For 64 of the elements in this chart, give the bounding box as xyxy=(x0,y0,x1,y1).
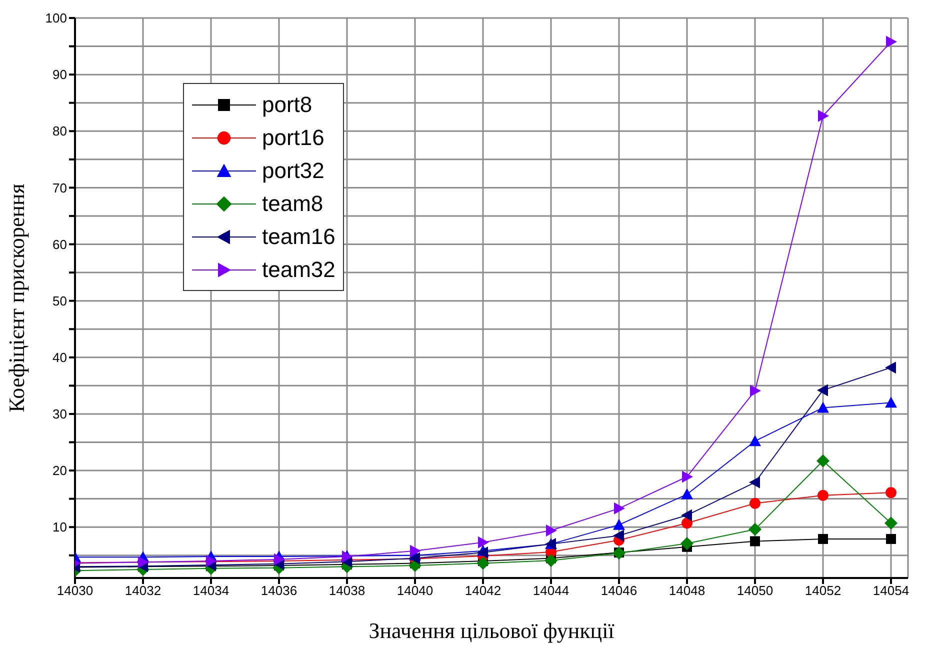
point xyxy=(682,518,692,529)
y-tick-label: 40 xyxy=(52,350,67,366)
point xyxy=(818,490,828,501)
y-tick-label: 70 xyxy=(52,180,67,196)
x-tick-label: 14036 xyxy=(260,583,298,598)
x-tick-label: 14040 xyxy=(396,583,434,598)
x-axis-title: Значення цільової функції xyxy=(368,618,616,643)
point xyxy=(750,536,760,546)
point xyxy=(885,396,897,408)
point xyxy=(886,36,897,48)
point xyxy=(682,470,693,483)
x-tick-label: 14034 xyxy=(192,583,230,598)
point xyxy=(477,546,488,559)
point xyxy=(886,487,896,498)
x-tick-label: 14048 xyxy=(668,583,706,598)
legend-label: team16 xyxy=(262,224,336,250)
point xyxy=(680,536,694,550)
x-tick-label: 14054 xyxy=(872,583,910,598)
point xyxy=(681,509,692,522)
point xyxy=(886,534,896,544)
point xyxy=(613,530,624,542)
x-tick-label: 14032 xyxy=(124,583,162,598)
point xyxy=(816,454,830,468)
legend-label: team32 xyxy=(262,256,336,282)
point xyxy=(818,110,829,122)
point xyxy=(408,559,422,572)
y-tick-label: 90 xyxy=(52,67,67,82)
point xyxy=(546,524,557,536)
point xyxy=(750,384,761,397)
point xyxy=(410,544,421,557)
x-tick-label: 14038 xyxy=(328,583,366,598)
y-tick-label: 10 xyxy=(52,520,67,535)
x-tick-label: 14044 xyxy=(532,583,570,598)
y-axis-title: Коефіцієнт прискорення xyxy=(4,184,29,412)
point xyxy=(476,556,490,570)
point xyxy=(681,488,693,500)
y-tick-label: 100 xyxy=(45,10,67,26)
point xyxy=(817,384,828,396)
x-tick-label: 14050 xyxy=(736,583,774,598)
x-tick-label: 14042 xyxy=(464,583,502,598)
point xyxy=(614,502,625,514)
y-tick-label: 30 xyxy=(52,406,67,422)
point xyxy=(885,362,896,374)
point xyxy=(750,498,760,509)
y-tick-label: 60 xyxy=(52,236,67,252)
x-tick-label: 14030 xyxy=(56,583,94,598)
point xyxy=(817,402,829,413)
point xyxy=(818,534,828,544)
legend-label: team8 xyxy=(262,190,324,216)
legend-label: port8 xyxy=(262,92,312,118)
y-tick-label: 20 xyxy=(52,463,67,478)
point xyxy=(748,522,762,536)
legend-label: port32 xyxy=(262,158,324,184)
point xyxy=(613,518,625,530)
point xyxy=(478,536,489,548)
point xyxy=(884,516,898,530)
x-tick-label: 14052 xyxy=(804,583,842,598)
y-tick-label: 80 xyxy=(52,124,67,139)
y-tick-label: 50 xyxy=(52,293,67,308)
x-tick-label: 14046 xyxy=(600,583,638,598)
point xyxy=(749,435,761,446)
point xyxy=(274,553,285,566)
point xyxy=(749,476,760,488)
legend-label: port16 xyxy=(262,124,324,150)
